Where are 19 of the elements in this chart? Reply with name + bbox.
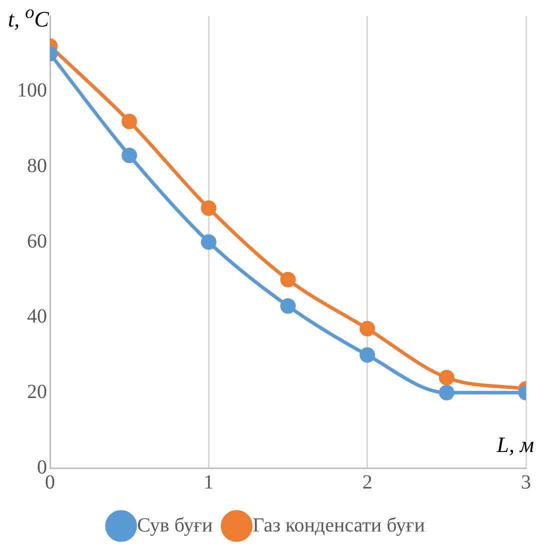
y-tick-label: 20 [27,380,47,403]
point [360,347,376,363]
x-axis-title: L, м [496,432,534,458]
y-tick-label: 100 [17,80,47,102]
y-axis-title: t, $^{o}$C [8,2,49,32]
x-tick-label: 3 [521,471,531,494]
legend-label: Сув буғи [137,514,213,536]
point [360,320,376,336]
y-tick-label: 60 [27,230,47,252]
point [200,234,216,250]
y-tick-label: 80 [27,154,47,177]
x-tick-label: 1 [204,471,214,494]
x-tick-label: 2 [362,471,372,494]
y-tick-label: 0 [37,456,47,478]
point [280,272,296,288]
y-tick-label: 40 [27,306,47,328]
point [280,298,296,314]
point [200,200,216,216]
legend-label: Газ конденсати буғи [252,514,426,536]
